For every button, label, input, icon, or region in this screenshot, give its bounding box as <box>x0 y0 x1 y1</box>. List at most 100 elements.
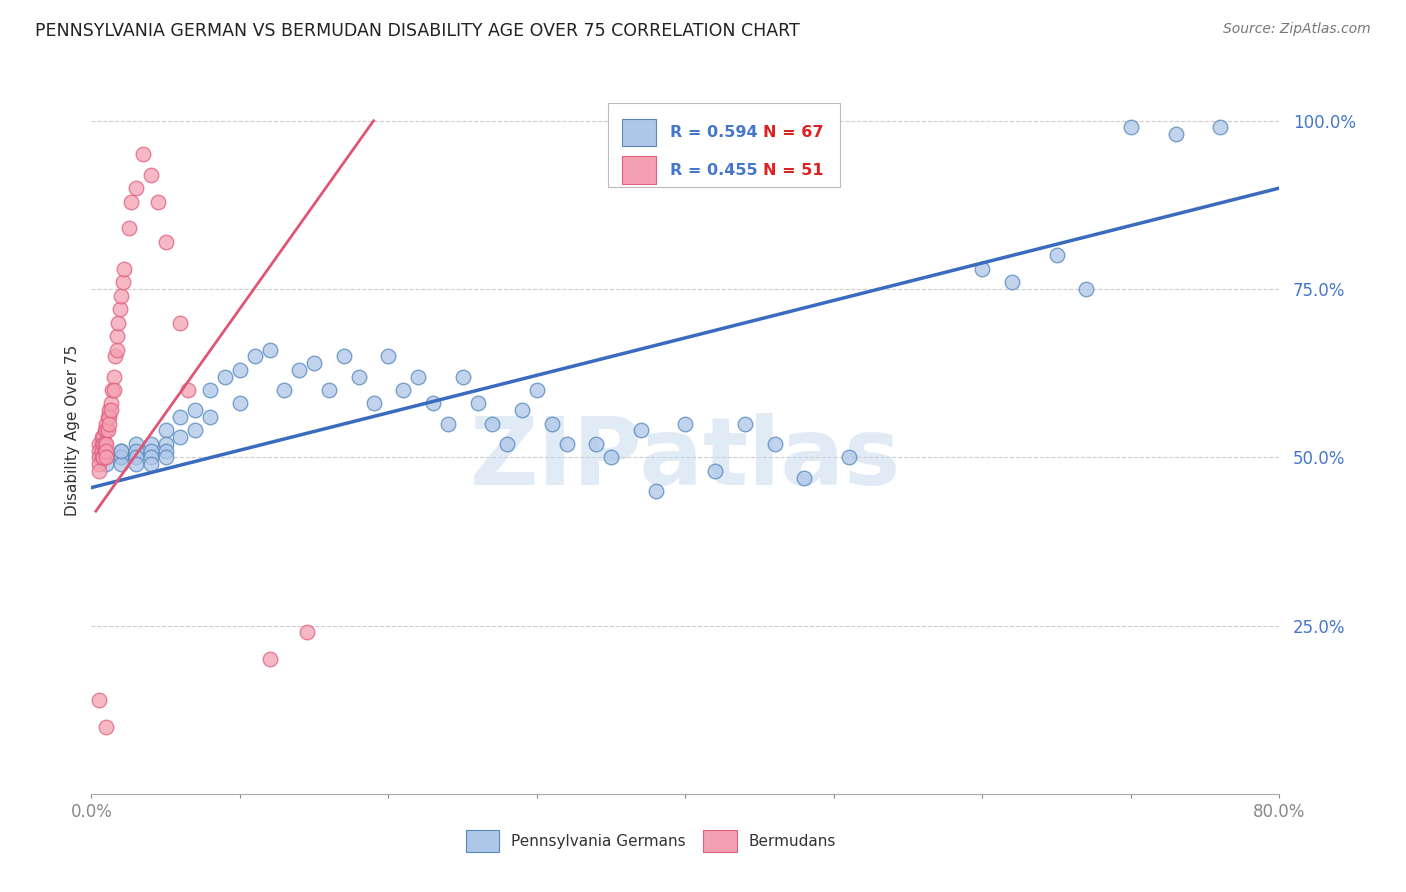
Point <box>155 443 177 458</box>
Text: Pennsylvania Germans: Pennsylvania Germans <box>510 834 685 848</box>
Point <box>125 181 148 195</box>
Point <box>972 261 994 276</box>
Point <box>110 443 132 458</box>
Point <box>110 443 132 458</box>
Point <box>132 147 155 161</box>
Point <box>704 464 727 478</box>
Point <box>105 343 128 357</box>
Point <box>91 450 114 465</box>
Point <box>98 417 121 431</box>
Point <box>87 437 110 451</box>
Point <box>1001 275 1024 289</box>
Point <box>155 424 177 438</box>
Point <box>155 450 177 465</box>
Point <box>1076 282 1098 296</box>
Point <box>87 450 110 465</box>
Point <box>1164 127 1187 141</box>
Point <box>111 275 134 289</box>
FancyBboxPatch shape <box>465 830 499 852</box>
Point <box>112 261 135 276</box>
FancyBboxPatch shape <box>703 830 737 852</box>
Point <box>96 450 118 465</box>
Point <box>103 369 125 384</box>
Point <box>98 403 121 417</box>
Point <box>644 483 666 498</box>
Point <box>96 450 118 465</box>
Point <box>259 652 281 666</box>
Point <box>510 403 533 417</box>
Point <box>184 424 207 438</box>
Point <box>318 383 340 397</box>
Text: R = 0.594: R = 0.594 <box>671 125 758 140</box>
Text: N = 67: N = 67 <box>762 125 823 140</box>
FancyBboxPatch shape <box>623 156 655 184</box>
Point <box>125 443 148 458</box>
Point <box>763 437 786 451</box>
Point <box>555 437 578 451</box>
Point <box>436 417 458 431</box>
Point <box>377 349 399 363</box>
Point <box>273 383 295 397</box>
Point <box>96 443 118 458</box>
Point <box>91 430 114 444</box>
Point <box>125 437 148 451</box>
Point <box>392 383 415 397</box>
Point <box>148 194 170 209</box>
Point <box>110 289 132 303</box>
Point <box>104 349 127 363</box>
Point <box>110 450 132 465</box>
Point <box>169 316 191 330</box>
Point <box>496 437 519 451</box>
Point <box>214 369 236 384</box>
Point <box>540 417 562 431</box>
Point <box>121 194 143 209</box>
Point <box>107 316 129 330</box>
Point <box>110 457 132 471</box>
Point <box>363 396 385 410</box>
Point <box>673 417 696 431</box>
Point <box>125 450 148 465</box>
Point <box>347 369 370 384</box>
Point <box>91 437 114 451</box>
Point <box>481 417 503 431</box>
Point <box>90 450 112 465</box>
Point <box>177 383 200 397</box>
Point <box>155 437 177 451</box>
Point <box>97 409 120 424</box>
Point <box>94 437 117 451</box>
Point <box>100 403 122 417</box>
Point <box>1046 248 1069 262</box>
Point <box>229 396 252 410</box>
Point <box>139 443 162 458</box>
Point <box>103 383 125 397</box>
Point <box>600 450 623 465</box>
Point <box>139 168 162 182</box>
Point <box>229 363 252 377</box>
Point <box>87 692 110 706</box>
Point <box>585 437 607 451</box>
Point <box>105 329 128 343</box>
Point <box>288 363 311 377</box>
Point <box>451 369 474 384</box>
Point <box>117 221 139 235</box>
Point <box>169 409 191 424</box>
Point <box>98 409 121 424</box>
Y-axis label: Disability Age Over 75: Disability Age Over 75 <box>65 345 80 516</box>
Text: R = 0.455: R = 0.455 <box>671 162 758 178</box>
Point <box>87 443 110 458</box>
Point <box>259 343 281 357</box>
Point <box>169 430 191 444</box>
FancyBboxPatch shape <box>609 103 839 186</box>
Point <box>96 457 118 471</box>
Point <box>1209 120 1232 135</box>
Point <box>467 396 489 410</box>
Point <box>184 403 207 417</box>
Point <box>200 409 222 424</box>
Point <box>630 424 652 438</box>
Point <box>96 437 118 451</box>
Point <box>125 457 148 471</box>
Point <box>139 450 162 465</box>
Point <box>96 417 118 431</box>
Text: Source: ZipAtlas.com: Source: ZipAtlas.com <box>1223 22 1371 37</box>
Point <box>406 369 429 384</box>
